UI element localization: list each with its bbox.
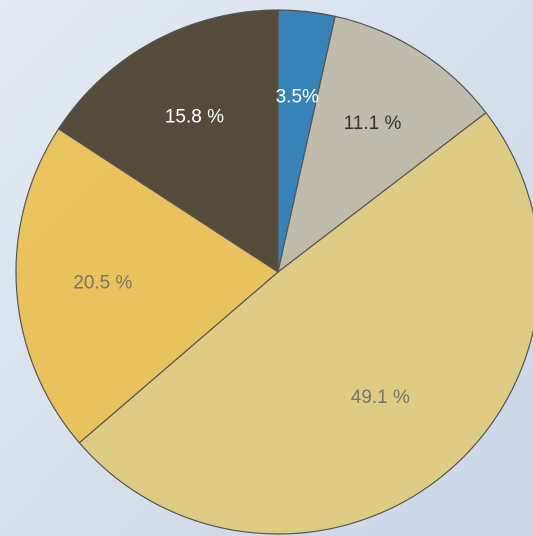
chart: 3.5% 11.1 % 49.1 % 20.5 % 15.8 %	[0, 0, 533, 536]
slice-label: 3.5%	[276, 87, 319, 108]
slice-label: 15.8 %	[165, 107, 224, 128]
slice-label: 49.1 %	[351, 387, 410, 408]
page: 3.5%11.1 %49.1 %20.5 %15.8 % (() => { co…	[0, 0, 533, 536]
slice-label: 11.1 %	[344, 113, 402, 134]
slice-label: 20.5 %	[73, 273, 132, 294]
